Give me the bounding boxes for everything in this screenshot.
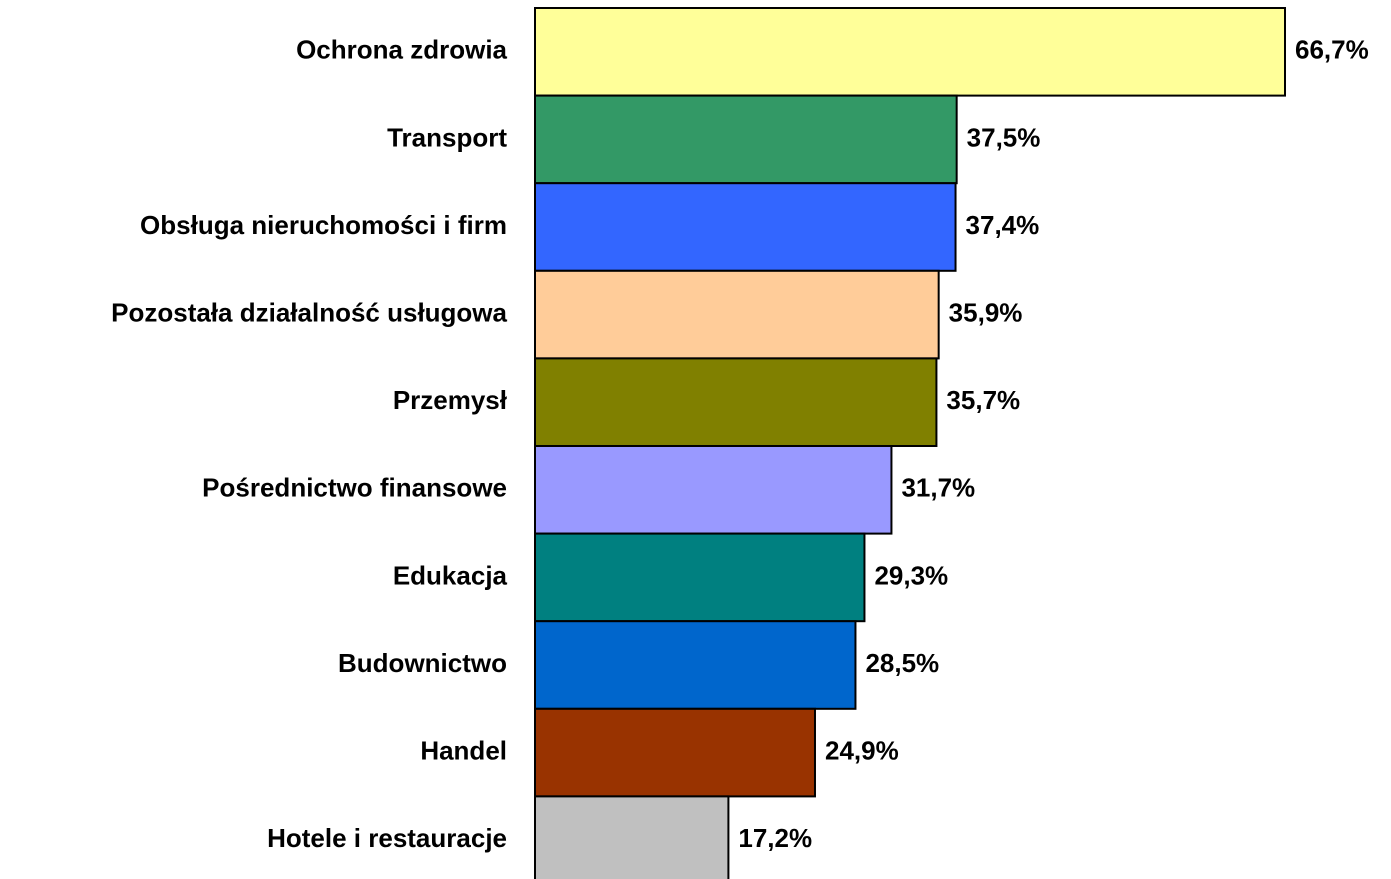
value-label: 66,7%	[1295, 35, 1369, 65]
bar	[534, 94, 958, 185]
value-label: 37,5%	[967, 122, 1041, 152]
bar	[534, 357, 938, 447]
category-label: Obsługa nieruchomości i firm	[140, 210, 507, 240]
category-label: Pośrednictwo finansowe	[202, 473, 507, 503]
category-label: Ochrona zdrowia	[296, 35, 507, 65]
bar	[534, 7, 1286, 97]
bar	[534, 795, 730, 879]
category-label: Edukacja	[393, 560, 508, 590]
bar	[534, 269, 940, 360]
category-label: Przemysł	[393, 385, 508, 415]
value-label: 35,7%	[946, 385, 1020, 415]
category-label: Transport	[387, 122, 507, 152]
bar	[534, 182, 957, 272]
bar	[534, 620, 857, 710]
value-label: 28,5%	[865, 648, 939, 678]
category-label: Hotele i restauracje	[267, 823, 507, 853]
category-label: Budownictwo	[338, 648, 507, 678]
bar	[534, 707, 816, 798]
category-label: Handel	[420, 735, 507, 765]
value-label: 35,9%	[949, 297, 1023, 327]
value-label: 31,7%	[901, 473, 975, 503]
value-label: 29,3%	[874, 560, 948, 590]
category-label: Pozostała działalność usługowa	[111, 297, 507, 327]
bar	[534, 445, 893, 535]
value-label: 17,2%	[738, 823, 812, 853]
bar	[534, 532, 866, 623]
value-label: 24,9%	[825, 735, 899, 765]
value-label: 37,4%	[966, 210, 1040, 240]
